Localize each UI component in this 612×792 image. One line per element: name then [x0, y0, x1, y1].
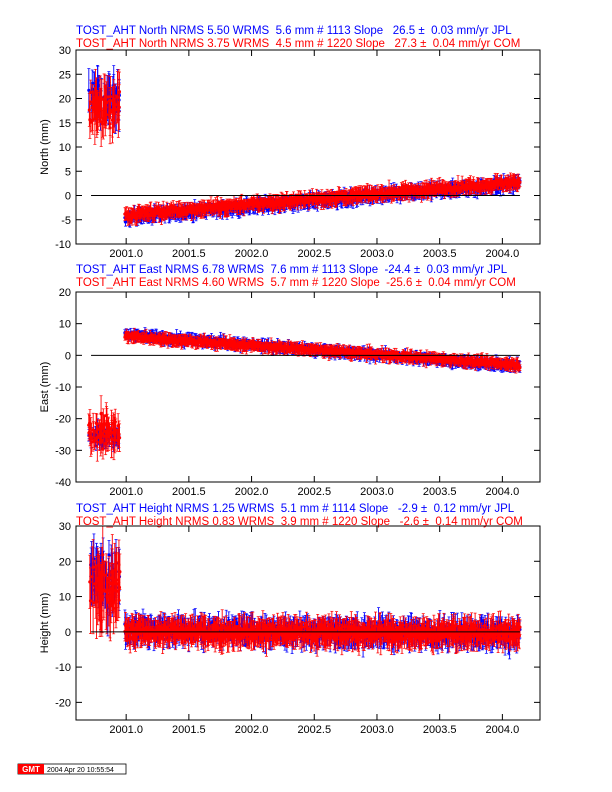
data-point [106, 95, 110, 99]
data-point [108, 108, 113, 112]
data-point [98, 97, 102, 101]
data-point [90, 106, 94, 110]
data-point [108, 94, 113, 99]
north-com-header: TOST_AHT North NRMS 3.75 WRMS 4.5 mm # 1… [76, 38, 520, 50]
data-point [97, 83, 101, 88]
data-point [87, 88, 91, 92]
data-point [96, 110, 100, 115]
data-point [108, 122, 112, 126]
data-point [89, 90, 93, 94]
series-com [87, 68, 522, 226]
north-data-layer [87, 65, 522, 228]
data-point [108, 99, 112, 103]
data-point [87, 108, 91, 112]
data-point [116, 118, 120, 122]
data-point [113, 106, 117, 110]
data-point [228, 200, 232, 204]
data-point [93, 97, 97, 101]
data-point [88, 118, 92, 122]
data-point [110, 110, 114, 114]
data-point [93, 117, 97, 121]
data-point [103, 109, 107, 113]
north-panel: TOST_AHT North NRMS 5.50 WRMS 5.6 mm # 1… [39, 25, 541, 260]
data-point [104, 100, 109, 105]
data-point [192, 211, 197, 215]
north-jpl-header: TOST_AHT North NRMS 5.50 WRMS 5.6 mm # 1… [76, 25, 512, 37]
